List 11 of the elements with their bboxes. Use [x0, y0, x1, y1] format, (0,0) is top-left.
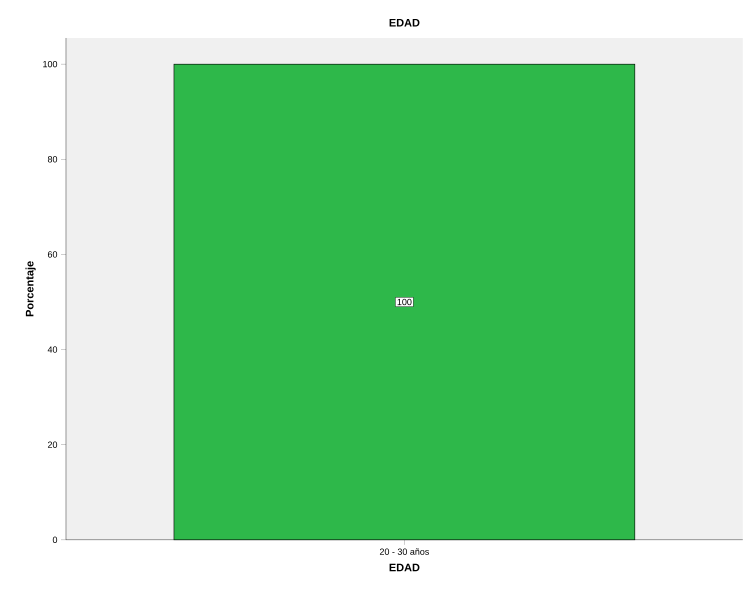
- y-tick-label: 20: [48, 442, 58, 448]
- x-axis-title: EDAD: [390, 564, 420, 572]
- x-tick-label: 20 - 30 años: [380, 548, 429, 555]
- y-axis-title: Porcentaje: [25, 261, 36, 316]
- y-tick-label: 40: [48, 346, 58, 353]
- y-tick-label: 0: [52, 536, 58, 544]
- y-tick-label: 60: [48, 251, 58, 258]
- y-tick-label: 80: [48, 156, 58, 163]
- y-tick-label: 100: [43, 61, 58, 68]
- chart-title: EDAD: [390, 19, 420, 27]
- data-label: 100: [398, 298, 412, 306]
